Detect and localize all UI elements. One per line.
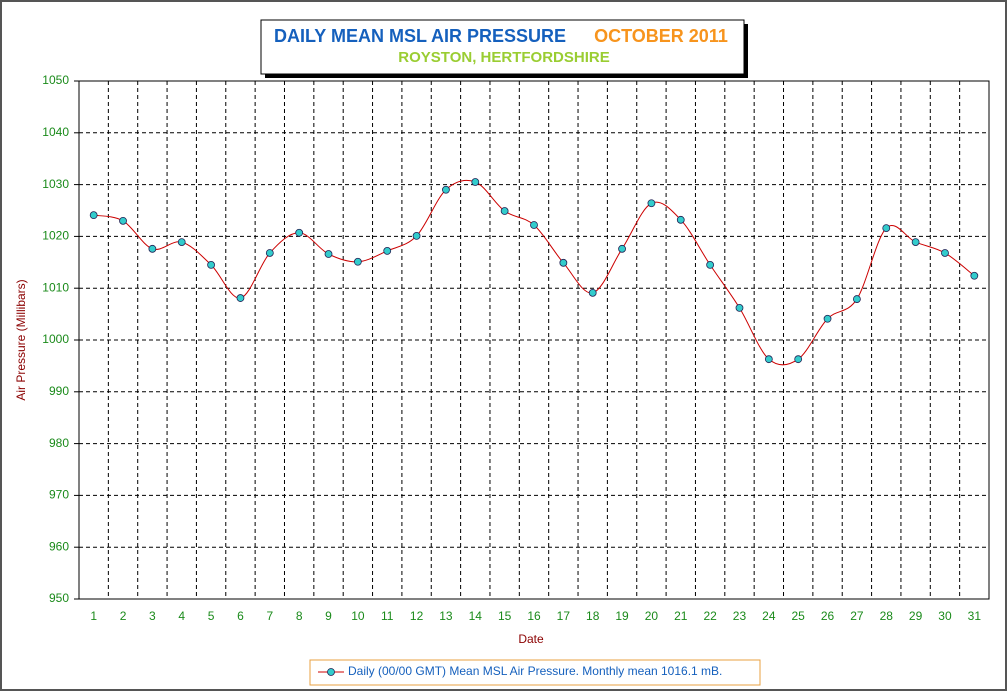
x-tick-label: 29 xyxy=(909,609,923,623)
y-axis-label: Air Pressure (Millibars) xyxy=(14,279,28,400)
y-tick-label: 1010 xyxy=(42,280,69,294)
title-box xyxy=(260,19,745,75)
data-point xyxy=(941,249,949,257)
x-tick-label: 18 xyxy=(586,609,600,623)
data-point xyxy=(588,288,597,297)
data-point xyxy=(500,207,509,215)
data-point xyxy=(823,314,832,323)
x-tick-label: 10 xyxy=(351,609,365,623)
chart-title-period: OCTOBER 2011 xyxy=(594,26,728,46)
y-tick-label: 960 xyxy=(49,539,69,553)
chart-title: DAILY MEAN MSL AIR PRESSURE xyxy=(274,26,566,46)
data-point xyxy=(794,355,803,364)
y-tick-label: 980 xyxy=(49,436,69,450)
x-tick-label: 30 xyxy=(938,609,952,623)
x-tick-label: 3 xyxy=(149,609,156,623)
data-point xyxy=(236,294,245,302)
x-tick-label: 16 xyxy=(527,609,541,623)
x-tick-label: 19 xyxy=(615,609,629,623)
x-tick-label: 17 xyxy=(557,609,571,623)
x-tick-label: 25 xyxy=(792,609,806,623)
x-tick-label: 6 xyxy=(237,609,244,623)
data-point xyxy=(265,249,274,257)
data-point xyxy=(911,238,920,246)
data-point xyxy=(177,238,186,246)
data-point xyxy=(676,215,685,224)
data-point xyxy=(559,258,568,267)
x-axis-label: Date xyxy=(518,632,544,646)
x-tick-label: 8 xyxy=(296,609,303,623)
y-tick-label: 1050 xyxy=(42,73,69,87)
x-tick-label: 11 xyxy=(381,609,394,623)
data-point xyxy=(471,178,480,186)
data-point xyxy=(618,244,626,253)
data-point xyxy=(89,211,98,220)
data-point xyxy=(324,250,333,258)
data-point xyxy=(119,216,127,225)
legend-marker xyxy=(327,668,335,676)
x-tick-label: 14 xyxy=(469,609,483,623)
y-tick-label: 970 xyxy=(49,488,69,502)
y-tick-label: 1000 xyxy=(42,332,69,346)
x-tick-label: 20 xyxy=(645,609,659,623)
y-tick-label: 1040 xyxy=(42,125,69,139)
x-tick-label: 21 xyxy=(674,609,688,623)
x-tick-label: 26 xyxy=(821,609,835,623)
x-tick-label: 7 xyxy=(266,609,273,623)
x-tick-label: 24 xyxy=(762,609,776,623)
x-tick-label: 31 xyxy=(968,609,982,623)
data-point xyxy=(207,260,215,269)
data-point xyxy=(735,303,744,312)
x-tick-label: 13 xyxy=(439,609,453,623)
x-tick-label: 2 xyxy=(120,609,127,623)
x-tick-label: 9 xyxy=(325,609,332,623)
data-point xyxy=(764,355,773,364)
data-point xyxy=(383,247,392,255)
y-tick-label: 1030 xyxy=(42,177,69,191)
data-point xyxy=(647,199,656,208)
data-point xyxy=(970,271,979,280)
x-tick-label: 23 xyxy=(733,609,747,623)
data-point xyxy=(442,185,450,194)
x-tick-label: 15 xyxy=(498,609,512,623)
data-point xyxy=(148,244,157,253)
data-point xyxy=(530,221,538,229)
legend-box xyxy=(309,659,761,686)
data-point xyxy=(706,260,715,269)
data-point xyxy=(853,295,861,303)
y-tick-label: 950 xyxy=(49,591,69,605)
x-tick-label: 5 xyxy=(208,609,215,623)
y-tick-label: 990 xyxy=(49,384,69,398)
data-point xyxy=(882,224,891,233)
x-tick-label: 4 xyxy=(178,609,185,623)
x-tick-label: 1 xyxy=(90,609,97,623)
data-point xyxy=(353,257,362,266)
x-tick-label: 12 xyxy=(410,609,424,623)
data-point xyxy=(412,231,421,240)
chart-subtitle: ROYSTON, HERTFORDSHIRE xyxy=(398,49,609,66)
x-tick-label: 27 xyxy=(850,609,864,623)
data-point xyxy=(295,228,304,237)
x-tick-label: 28 xyxy=(880,609,894,623)
x-tick-label: 22 xyxy=(703,609,717,623)
legend-label: Daily (00/00 GMT) Mean MSL Air Pressure.… xyxy=(348,664,722,678)
y-tick-label: 1020 xyxy=(42,229,69,243)
